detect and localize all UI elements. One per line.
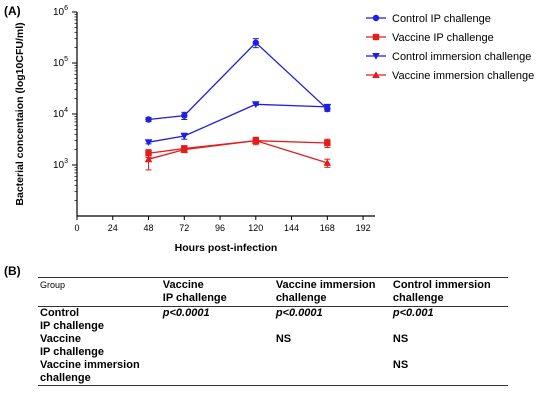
row-group-label: Control IP challenge bbox=[40, 307, 104, 332]
x-tick-label: 96 bbox=[215, 223, 225, 233]
legend-marker bbox=[372, 53, 380, 60]
growth-chart: 0 24 48 72 96 120 144 168 192 103 104 105 106 Hours p… bbox=[14, 5, 534, 254]
x-tick-label: 120 bbox=[248, 223, 263, 233]
x-tick-label: 72 bbox=[179, 223, 189, 233]
header-control-immersion: Control immersion challenge bbox=[390, 277, 508, 307]
y-tick-label: 106 bbox=[53, 5, 68, 18]
header-group: Group bbox=[38, 277, 161, 307]
table-row: Vaccine IP challenge NS NS bbox=[38, 333, 508, 359]
data-point bbox=[324, 139, 331, 147]
x-tick-label: 48 bbox=[144, 223, 154, 233]
table-cell: NS bbox=[392, 333, 409, 345]
legend-label: Vaccine immersion challenge bbox=[392, 70, 534, 82]
table-cell bbox=[160, 359, 274, 386]
data-point bbox=[252, 39, 259, 46]
x-axis-label: Hours post-infection bbox=[175, 242, 278, 254]
y-axis-label: Bacterial concentaion (log10CFU/ml) bbox=[14, 22, 26, 205]
series-line bbox=[148, 140, 328, 164]
legend-marker bbox=[372, 33, 380, 41]
table-cell: p<0.0001 bbox=[275, 307, 323, 319]
data-point bbox=[180, 145, 189, 153]
legend-marker bbox=[372, 71, 380, 78]
legend-label: Control IP challenge bbox=[392, 13, 491, 25]
data-point bbox=[180, 133, 189, 140]
table-cell: p<0.001 bbox=[392, 307, 434, 319]
table-cell bbox=[161, 333, 274, 359]
chart-series bbox=[144, 38, 332, 171]
chart-legend: Control IP challenge Vaccine IP challenge… bbox=[366, 13, 534, 82]
statistics-table: Group Vaccine IP challenge Vaccine immer… bbox=[38, 277, 508, 386]
data-point bbox=[144, 139, 153, 146]
table-cell bbox=[273, 359, 391, 386]
table-row: Vaccine immersion challenge NS bbox=[38, 359, 508, 386]
y-tick-label: 104 bbox=[53, 107, 68, 120]
header-vaccine-ip: Vaccine IP challenge bbox=[160, 277, 274, 307]
x-tick-label: 24 bbox=[108, 223, 118, 233]
panel-b-label: (B) bbox=[4, 264, 21, 278]
x-tick-label: 0 bbox=[74, 223, 79, 233]
legend-marker bbox=[372, 14, 380, 22]
legend-label: Vaccine IP challenge bbox=[392, 32, 494, 44]
series-line bbox=[148, 41, 328, 121]
table-cell: NS bbox=[390, 359, 508, 386]
row-group-label: Vaccine IP challenge bbox=[40, 333, 104, 358]
data-point bbox=[252, 136, 260, 144]
data-point bbox=[323, 103, 332, 111]
table-header-row: Group Vaccine IP challenge Vaccine immer… bbox=[38, 277, 508, 307]
table-row: Control IP challenge p<0.0001 p<0.0001 p… bbox=[38, 307, 508, 334]
data-point bbox=[252, 101, 260, 109]
header-vaccine-immersion: Vaccine immersion challenge bbox=[273, 277, 391, 307]
y-tick-label: 103 bbox=[53, 158, 68, 171]
data-point bbox=[323, 159, 332, 166]
y-tick-label: 105 bbox=[53, 56, 68, 69]
data-point bbox=[181, 112, 188, 119]
table-cell: p<0.0001 bbox=[162, 307, 210, 319]
legend-label: Control immersion challenge bbox=[392, 51, 531, 63]
chart-axes: 0 24 48 72 96 120 144 168 192 103 104 105 106 Hours p… bbox=[14, 5, 375, 254]
x-tick-label: 168 bbox=[320, 223, 335, 233]
x-tick-label: 192 bbox=[356, 223, 371, 233]
data-point bbox=[145, 116, 152, 123]
panel-a-label: (A) bbox=[4, 4, 21, 18]
row-group-label: Vaccine immersion challenge bbox=[38, 359, 161, 386]
table-cell: NS bbox=[275, 333, 292, 345]
data-point bbox=[144, 155, 153, 163]
series-line bbox=[148, 103, 328, 143]
x-tick-label: 144 bbox=[284, 223, 299, 233]
